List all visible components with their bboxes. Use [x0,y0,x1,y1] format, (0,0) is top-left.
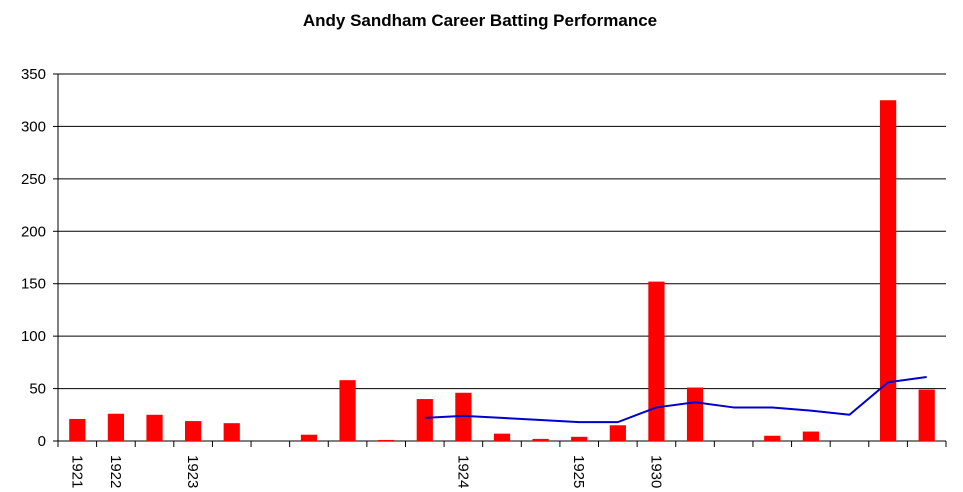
y-tick-label: 0 [38,433,46,450]
bar [146,414,163,441]
y-tick-label: 200 [21,223,46,240]
y-tick-label: 250 [21,171,46,188]
x-tick-label: 1922 [107,455,124,488]
bar [609,425,626,441]
y-tick-label: 150 [21,276,46,293]
y-tick-label: 300 [21,118,46,135]
bar [802,431,819,441]
x-tick-label: 1930 [647,455,664,488]
bar [879,100,897,441]
bar [571,436,588,441]
y-tick-label: 50 [29,381,46,398]
bar [69,418,86,441]
x-tick-label: 1923 [184,455,201,488]
bar [185,421,202,441]
bar [648,281,665,441]
x-tick-label: 1924 [454,455,471,488]
bar [764,435,781,441]
x-tick-label: 1921 [68,455,85,488]
bar [455,392,472,441]
bar [107,413,125,441]
y-tick-label: 100 [21,328,46,345]
y-tick-label: 350 [21,66,46,83]
chart-title: Andy Sandham Career Batting Performance [303,11,657,30]
bar [223,423,240,441]
bar [493,433,511,441]
bar [918,389,935,441]
average-line [424,376,927,424]
bar [416,399,433,441]
x-tick-label: 1925 [570,455,587,488]
bar [378,439,395,441]
bar [300,434,318,441]
bar [339,380,356,441]
bar [686,387,704,441]
bar [532,438,549,441]
